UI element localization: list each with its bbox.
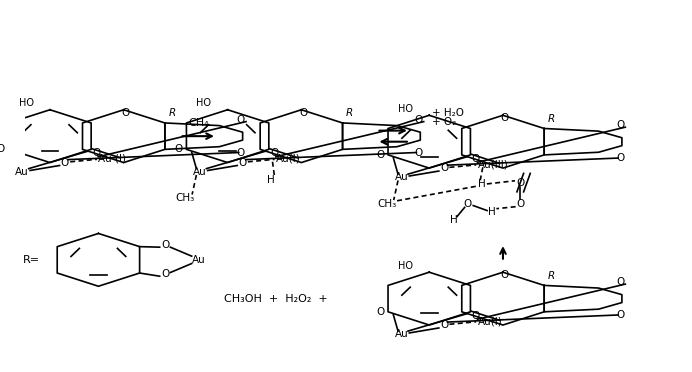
- Text: R: R: [346, 108, 353, 118]
- Text: H: H: [450, 215, 457, 225]
- Text: O: O: [161, 269, 169, 279]
- Text: O: O: [472, 311, 480, 321]
- Text: Au: Au: [394, 172, 408, 182]
- Text: O: O: [174, 144, 183, 154]
- Text: O: O: [516, 177, 525, 187]
- Text: O: O: [376, 307, 384, 317]
- Text: + H₂O: + H₂O: [432, 108, 464, 118]
- Text: O: O: [161, 240, 169, 250]
- Text: CH₃: CH₃: [176, 193, 195, 203]
- Text: Au(I): Au(I): [477, 316, 502, 326]
- Text: O: O: [237, 148, 245, 157]
- Text: + O₂: + O₂: [432, 117, 457, 127]
- Text: HO: HO: [398, 104, 413, 114]
- Text: H: H: [478, 179, 486, 189]
- Text: H: H: [488, 207, 495, 217]
- Text: Au(I): Au(I): [276, 154, 300, 164]
- Text: CH₃: CH₃: [377, 199, 397, 209]
- Text: O: O: [239, 158, 246, 167]
- Text: CH₃OH  +  H₂O₂  +: CH₃OH + H₂O₂ +: [224, 294, 328, 304]
- Text: H: H: [267, 175, 275, 185]
- Text: R: R: [547, 114, 555, 124]
- Text: Au: Au: [394, 329, 408, 339]
- Text: Au(III): Au(III): [477, 159, 508, 169]
- Text: HO: HO: [398, 261, 413, 271]
- Text: O: O: [440, 163, 448, 173]
- Text: O: O: [516, 199, 525, 209]
- Text: CH₄: CH₄: [188, 118, 208, 128]
- Text: Au: Au: [193, 167, 207, 177]
- Text: O: O: [501, 113, 509, 124]
- Text: O: O: [440, 320, 448, 330]
- Text: O: O: [376, 150, 384, 160]
- Text: O: O: [270, 148, 278, 158]
- Text: O: O: [415, 115, 423, 125]
- Text: R: R: [168, 108, 176, 118]
- Text: HO: HO: [19, 99, 34, 108]
- Text: Au: Au: [192, 255, 206, 265]
- Text: R: R: [547, 270, 555, 280]
- Text: O: O: [616, 120, 624, 130]
- Text: O: O: [472, 154, 480, 164]
- Text: O: O: [616, 310, 624, 320]
- Text: O: O: [122, 108, 130, 118]
- Text: Au (I): Au (I): [98, 154, 126, 164]
- Text: O: O: [616, 153, 624, 163]
- Text: O: O: [92, 148, 100, 158]
- Text: HO: HO: [197, 99, 211, 108]
- Text: Au: Au: [15, 167, 29, 177]
- Text: O: O: [237, 115, 245, 125]
- Text: O: O: [464, 199, 472, 209]
- Text: O: O: [501, 270, 509, 280]
- Text: O: O: [0, 144, 5, 154]
- Text: O: O: [299, 108, 307, 118]
- Text: R=: R=: [24, 255, 40, 265]
- Text: O: O: [616, 277, 624, 287]
- Text: O: O: [61, 158, 69, 167]
- Text: O: O: [415, 148, 423, 157]
